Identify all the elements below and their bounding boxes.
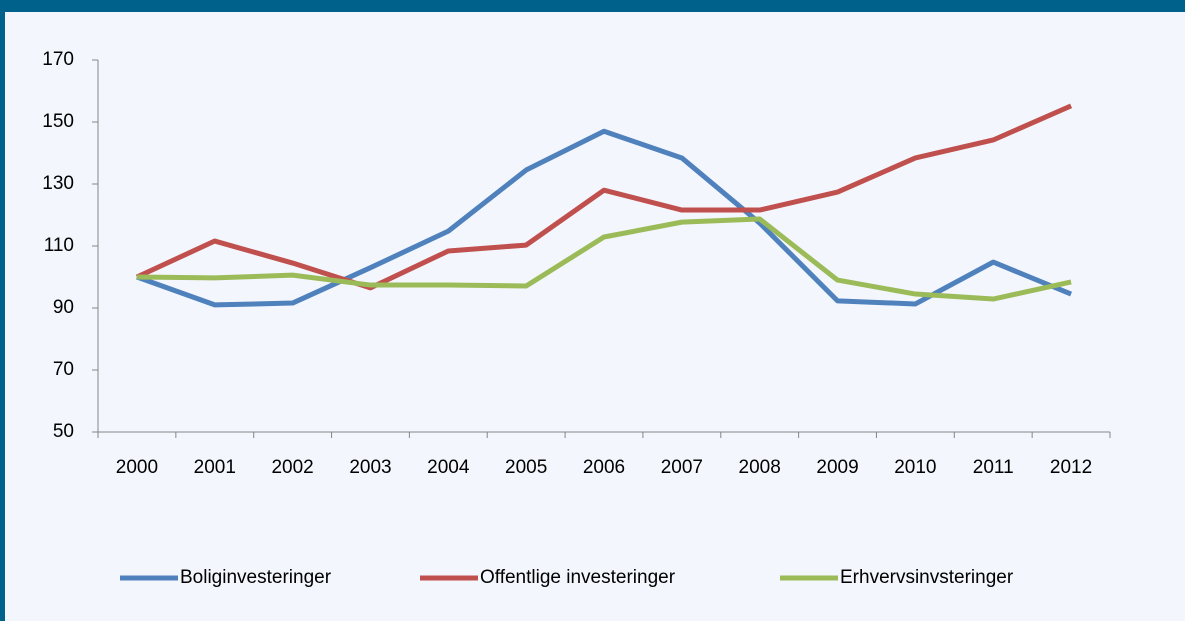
x-tick-label: 2005: [505, 457, 547, 478]
y-tick-label: 150: [42, 111, 74, 132]
x-tick-label: 2008: [739, 457, 781, 478]
x-tick-label: 2004: [427, 457, 470, 478]
series-line: [135, 103, 1073, 291]
x-tick-label: 2002: [271, 457, 313, 478]
y-tick-label: 90: [53, 297, 74, 318]
legend-label: Offentlige investeringer: [480, 567, 676, 588]
x-tick-label: 2006: [583, 457, 625, 478]
x-tick-label: 2007: [661, 457, 703, 478]
x-tick-label: 2011: [973, 457, 1014, 478]
x-tick-label: 2010: [894, 457, 936, 478]
x-tick-label: 2001: [194, 457, 236, 478]
series-line: [136, 216, 1072, 302]
y-tick-label: 70: [53, 359, 74, 380]
y-tick-label: 170: [42, 49, 74, 70]
series-line: [136, 128, 1073, 308]
y-tick-label: 50: [53, 421, 74, 442]
legend-label: Erhvervsinvsteringer: [840, 567, 1014, 588]
x-tick-label: 2003: [349, 457, 391, 478]
legend-label: Boliginvesteringer: [180, 567, 332, 588]
y-tick-label: 130: [42, 173, 74, 194]
background: [5, 12, 1185, 621]
x-tick-label: 2000: [116, 457, 158, 478]
x-tick-label: 2009: [816, 457, 858, 478]
x-tick-label: 2012: [1050, 457, 1092, 478]
y-tick-label: 110: [44, 235, 74, 256]
